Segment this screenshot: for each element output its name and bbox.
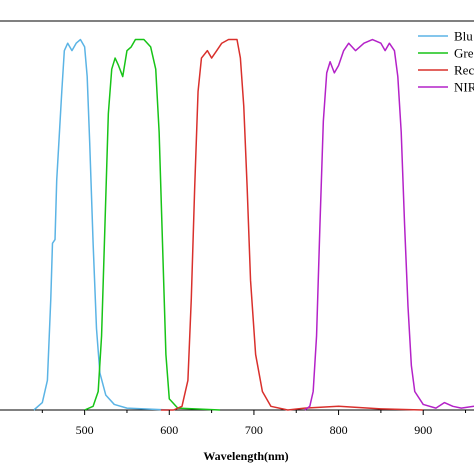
- legend-label-nir: NIR: [454, 80, 474, 95]
- x-tick-label: 800: [330, 423, 348, 437]
- x-axis-title: Wavelength(nm): [203, 449, 288, 463]
- series-layer: [33, 38, 474, 411]
- legend-label-gre: Gre: [454, 46, 474, 61]
- series-line-rec: [160, 38, 424, 411]
- series-line-blu: [33, 38, 170, 411]
- plot-frame: [0, 20, 474, 411]
- legend: Blu Gre Rec NIR: [418, 29, 474, 95]
- legend-label-rec: Rec: [454, 63, 474, 78]
- x-tick-label: 600: [160, 423, 178, 437]
- x-tick-label: 900: [414, 423, 432, 437]
- series-line-nir: [304, 38, 474, 411]
- x-tick-label: 700: [245, 423, 263, 437]
- series-line-gre: [84, 38, 221, 411]
- x-tick-label: 500: [76, 423, 94, 437]
- x-axis: 500 600 700 800 900: [41, 410, 467, 437]
- legend-label-blu: Blu: [454, 29, 473, 44]
